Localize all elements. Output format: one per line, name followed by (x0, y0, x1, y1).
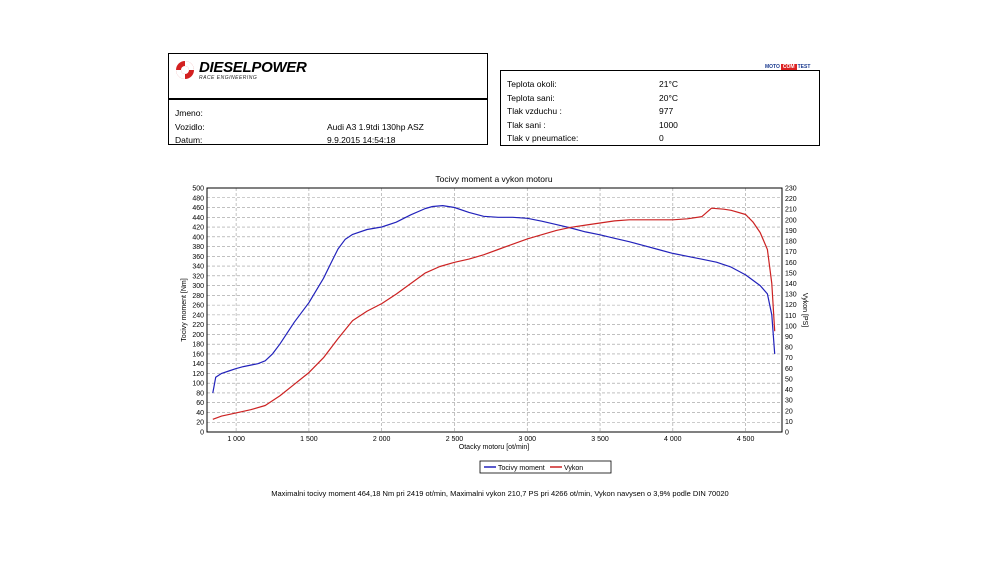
y2-tick-label: 180 (785, 239, 797, 246)
y-tick-label: 460 (192, 205, 204, 212)
tire-pressure-value: 0 (659, 133, 664, 143)
y-axis-label: Tocivy moment [Nm] (181, 278, 188, 341)
summary-text: Maximalni tocivy moment 464,18 Nm pri 24… (271, 489, 729, 498)
x-tick-label: 2 000 (373, 436, 391, 443)
y2-tick-label: 220 (785, 196, 797, 203)
y2-tick-label: 160 (785, 260, 797, 267)
y-tick-label: 340 (192, 264, 204, 271)
y2-tick-label: 110 (785, 313, 796, 320)
y2-tick-label: 80 (785, 345, 793, 352)
date-value: 9.9.2015 14:54:18 (327, 135, 396, 145)
y-tick-label: 120 (192, 371, 204, 378)
chart-title: Tocivy moment a vykon motoru (435, 174, 552, 184)
plot-frame (206, 187, 783, 433)
brand-box: DIESELPOWER RACE ENGINEERING (168, 53, 488, 99)
brand-name: DIESELPOWER (199, 59, 307, 76)
y2-tick-label: 200 (785, 217, 797, 224)
y2-tick-label: 190 (785, 228, 797, 235)
ambient-temp-label: Teplota okoli: (507, 79, 557, 89)
y-tick-label: 300 (192, 283, 204, 290)
tire-pressure-label: Tlak v pneumatice: (507, 133, 579, 143)
y-tick-label: 420 (192, 225, 204, 232)
x-tick-label: 4 000 (664, 436, 682, 443)
y-tick-label: 480 (192, 195, 204, 202)
y2-tick-label: 130 (785, 292, 797, 299)
legend-box (479, 460, 612, 474)
y-tick-label: 500 (192, 186, 204, 193)
y-tick-label: 240 (192, 312, 204, 319)
y2-tick-label: 20 (785, 408, 793, 415)
vehicle-value: Audi A3 1.9tdi 130hp ASZ (327, 122, 424, 132)
brand-logo: DIESELPOWER RACE ENGINEERING (175, 60, 307, 81)
y-tick-label: 60 (196, 400, 204, 407)
x-axis-label: Otacky motoru [ot/min] (459, 444, 529, 451)
x-tick-label: 3 000 (518, 436, 536, 443)
y2-tick-label: 0 (785, 430, 789, 437)
x-tick-label: 4 500 (737, 436, 755, 443)
conditions-box: Teplota okoli: 21°C Teplota sani: 20°C T… (500, 70, 820, 146)
x-tick-label: 1 000 (227, 436, 245, 443)
y2-tick-label: 90 (785, 334, 793, 341)
y2-tick-label: 210 (785, 207, 797, 214)
y-tick-label: 280 (192, 293, 204, 300)
y-tick-label: 260 (192, 303, 204, 310)
y-tick-label: 0 (200, 430, 204, 437)
y2-tick-label: 60 (785, 366, 793, 373)
brand-subtitle: RACE ENGINEERING (199, 75, 258, 81)
torque-series-line (212, 205, 776, 394)
motocomtest-badge: MOTO COM TEST (764, 63, 811, 71)
y2-tick-label: 100 (785, 323, 797, 330)
air-pressure-value: 977 (659, 106, 674, 116)
y-tick-label: 180 (192, 342, 204, 349)
y2-tick-label: 30 (785, 398, 793, 405)
ambient-temp-value: 21°C (659, 79, 678, 89)
y2-tick-label: 10 (785, 419, 793, 426)
y-tick-label: 400 (192, 234, 204, 241)
y2-tick-label: 170 (785, 249, 797, 256)
legend-power-label: Vykon (564, 465, 583, 472)
turbo-logo-icon (176, 61, 194, 79)
y2-tick-label: 120 (785, 302, 797, 309)
y-tick-label: 320 (192, 273, 204, 280)
y2-tick-label: 140 (785, 281, 797, 288)
legend-torque-label: Tocivy moment (498, 465, 545, 472)
y-tick-label: 440 (192, 215, 204, 222)
x-tick-label: 3 500 (591, 436, 609, 443)
intake-temp-label: Teplota sani: (507, 93, 555, 103)
badge-part-1: MOTO (765, 64, 780, 70)
y-tick-label: 360 (192, 254, 204, 261)
y2-axis-label: Vykon [PS] (801, 293, 808, 327)
x-tick-label: 2 500 (446, 436, 464, 443)
intake-pressure-value: 1000 (659, 120, 678, 130)
y-tick-label: 160 (192, 351, 204, 358)
vehicle-info-box: Jmeno: Vozidlo: Audi A3 1.9tdi 130hp ASZ… (168, 99, 488, 145)
date-label: Datum: (175, 135, 203, 145)
y-tick-label: 140 (192, 361, 204, 368)
badge-part-3: TEST (797, 64, 811, 70)
y-tick-label: 20 (196, 420, 204, 427)
power-series-line (212, 207, 776, 420)
y2-tick-label: 40 (785, 387, 793, 394)
intake-temp-value: 20°C (659, 93, 678, 103)
vehicle-label: Vozidlo: (175, 122, 205, 132)
y-tick-label: 100 (192, 381, 204, 388)
y-tick-label: 220 (192, 322, 204, 329)
y-tick-label: 200 (192, 332, 204, 339)
intake-pressure-label: Tlak sani : (507, 120, 546, 130)
y-tick-label: 380 (192, 244, 204, 251)
y2-tick-label: 70 (785, 355, 793, 362)
x-tick-label: 1 500 (300, 436, 318, 443)
air-pressure-label: Tlak vzduchu : (507, 106, 562, 116)
y2-tick-label: 150 (785, 270, 797, 277)
name-label: Jmeno: (175, 108, 203, 118)
y-tick-label: 40 (196, 410, 204, 417)
badge-part-2: COM (780, 64, 797, 70)
y2-tick-label: 230 (785, 186, 797, 193)
y-tick-label: 80 (196, 390, 204, 397)
y2-tick-label: 50 (785, 376, 793, 383)
